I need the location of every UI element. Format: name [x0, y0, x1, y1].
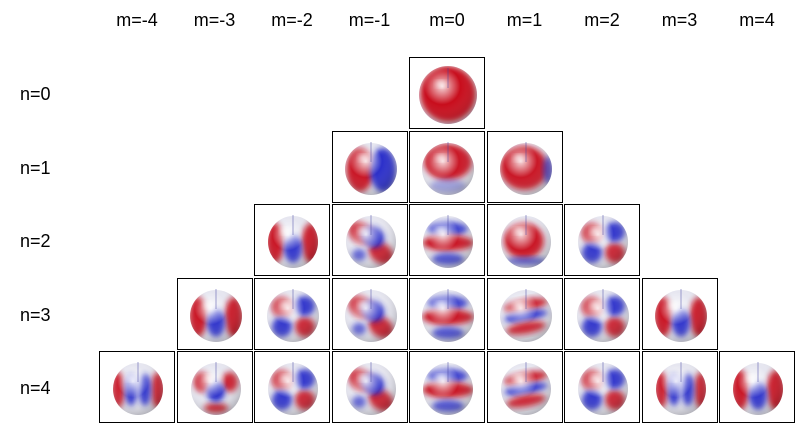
- harmonic-cell: [486, 351, 563, 423]
- harmonic-sphere: [499, 141, 552, 195]
- harmonic-sphere: [344, 141, 397, 195]
- harmonic-cell: [331, 277, 408, 350]
- harmonic-cell: [409, 130, 485, 203]
- harmonic-sphere: [733, 362, 783, 415]
- harmonic-sphere: [189, 288, 242, 342]
- harmonic-cell: [99, 351, 175, 423]
- harmonic-cell: [254, 204, 330, 276]
- row-label: n=2: [20, 231, 51, 251]
- harmonic-sphere: [423, 215, 473, 268]
- harmonic-cell: [254, 351, 330, 423]
- column-label: m=4: [739, 10, 775, 30]
- row-label: n=0: [20, 84, 51, 104]
- column-label: m=-1: [348, 10, 391, 30]
- row-label: n=3: [20, 304, 51, 325]
- harmonic-sphere: [422, 288, 474, 342]
- harmonic-cell: [254, 277, 330, 350]
- harmonic-cell: [486, 277, 563, 350]
- harmonic-sphere: [268, 362, 318, 415]
- harmonic-cell: [564, 351, 640, 423]
- harmonic-cell: [564, 277, 640, 350]
- harmonic-sphere: [190, 362, 241, 415]
- harmonic-cell: [409, 351, 485, 423]
- harmonic-sphere: [344, 288, 397, 342]
- harmonic-sphere: [423, 362, 473, 415]
- harmonic-sphere: [113, 362, 163, 415]
- harmonic-cell: [176, 351, 253, 423]
- harmonic-cell: [331, 204, 408, 276]
- harmonic-sphere: [422, 141, 474, 195]
- harmonic-cell: [331, 351, 408, 423]
- column-label: m=-4: [116, 10, 158, 30]
- harmonic-sphere: [345, 215, 396, 268]
- harmonic-cell: [409, 277, 485, 350]
- harmonic-sphere: [655, 362, 706, 415]
- harmonic-cell: [409, 204, 485, 276]
- column-label: m=0: [429, 10, 465, 30]
- harmonic-cell: [176, 277, 253, 350]
- harmonic-sphere: [577, 288, 629, 342]
- column-label: m=3: [661, 10, 698, 30]
- harmonic-sphere: [578, 362, 628, 415]
- harmonic-sphere: [345, 362, 396, 415]
- harmonic-sphere: [578, 215, 628, 268]
- harmonic-sphere: [500, 362, 551, 415]
- harmonic-cell: [719, 351, 795, 423]
- harmonic-cell: [564, 204, 640, 276]
- column-label: m=-3: [193, 10, 236, 30]
- harmonic-cell: [486, 204, 563, 276]
- harmonic-sphere: [500, 215, 551, 268]
- harmonic-cell: [409, 57, 485, 129]
- harmonic-sphere: [499, 288, 552, 342]
- column-label: m=1: [506, 10, 543, 30]
- harmonic-sphere: [419, 66, 477, 124]
- harmonic-sphere: [268, 215, 318, 268]
- column-label: m=2: [584, 10, 620, 30]
- row-label: n=4: [20, 378, 51, 398]
- harmonic-cell: [641, 351, 718, 423]
- harmonic-cell: [486, 130, 563, 203]
- harmonic-cell: [331, 130, 408, 203]
- row-label: n=1: [20, 157, 51, 178]
- harmonic-cell: [641, 277, 718, 350]
- harmonic-sphere: [267, 288, 319, 342]
- column-label: m=-2: [271, 10, 313, 30]
- harmonic-sphere: [654, 288, 707, 342]
